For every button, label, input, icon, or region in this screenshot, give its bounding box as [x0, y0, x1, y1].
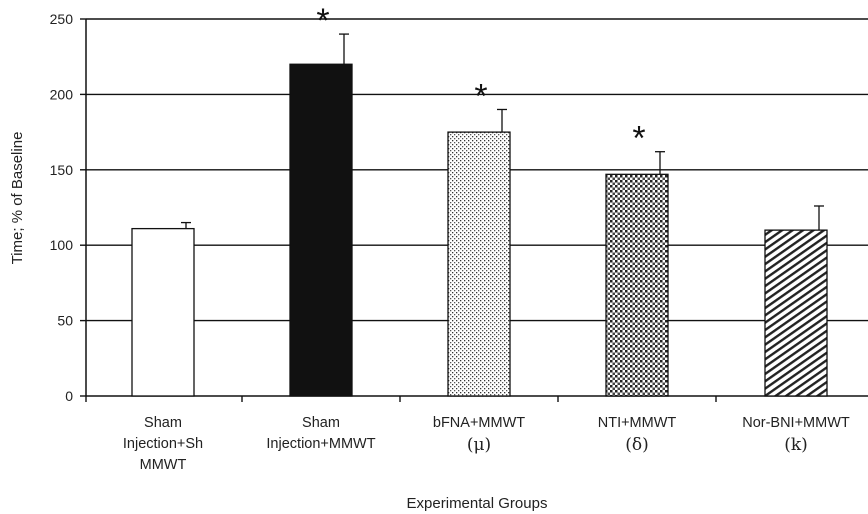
significance-marker: * — [316, 2, 329, 40]
x-category-label: bFNA+MMWT — [433, 415, 525, 431]
category-labels: Sham Injection+Sh MMWT Sham Injection+MMWT bF… — [123, 415, 850, 473]
x-category-label: Sham — [302, 415, 340, 431]
y-tick-label: 100 — [50, 237, 74, 253]
y-tick-label: 200 — [50, 86, 74, 102]
x-category-label: Sham — [144, 415, 182, 431]
bar — [605, 173, 669, 397]
x-category-symbol: (δ) — [625, 435, 649, 455]
bar — [447, 131, 511, 397]
x-category-label: Injection+Sh — [123, 436, 203, 452]
y-tick-labels: 0 50 100 150 200 250 — [50, 11, 74, 404]
x-axis-title: Experimental Groups — [407, 495, 548, 512]
y-tick-label: 50 — [57, 313, 73, 329]
x-category-symbol: (μ) — [467, 435, 491, 455]
x-category-symbol: (k) — [784, 435, 808, 455]
y-tick-label: 0 — [65, 388, 73, 404]
bars: * * * — [131, 2, 828, 397]
x-category-label: Nor-BNI+MMWT — [742, 415, 850, 431]
significance-marker: * — [632, 120, 645, 158]
x-category-label: NTI+MMWT — [598, 415, 677, 431]
bar — [289, 63, 353, 397]
significance-marker: * — [474, 77, 487, 115]
y-axis-title: Time; % of Baseline — [9, 132, 26, 265]
y-tick-label: 250 — [50, 11, 74, 27]
bar — [764, 229, 828, 397]
y-tick-label: 150 — [50, 162, 74, 178]
x-category-label: Injection+MMWT — [266, 436, 375, 452]
x-category-label: MMWT — [140, 457, 187, 473]
bar — [131, 227, 195, 397]
